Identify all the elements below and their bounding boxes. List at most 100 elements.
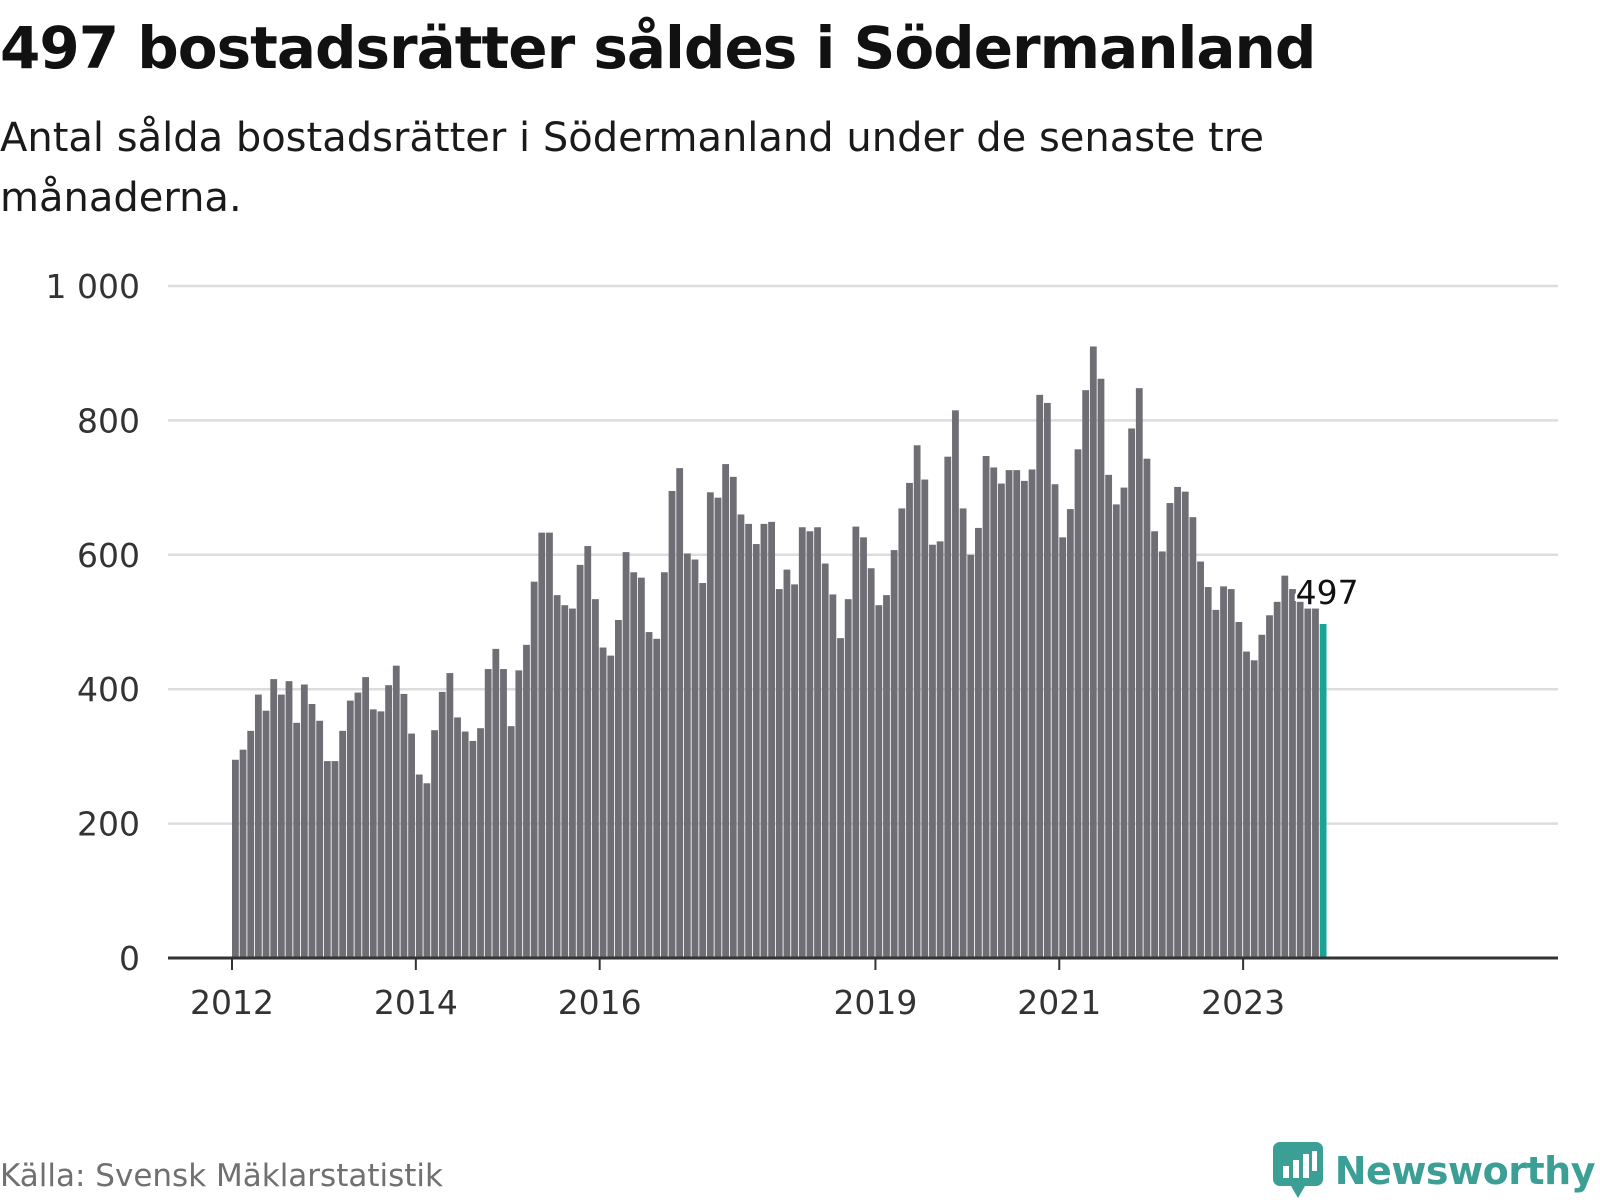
bar	[1273, 601, 1281, 958]
bar	[362, 677, 370, 958]
bar	[1304, 608, 1312, 958]
bar	[461, 731, 469, 958]
bar	[1289, 589, 1296, 958]
page-subtitle: Antal sålda bostadsrätter i Södermanland…	[0, 115, 1264, 221]
bar	[385, 685, 392, 958]
bar	[660, 572, 668, 958]
bar	[852, 526, 860, 958]
bar	[408, 733, 415, 958]
bar	[906, 482, 913, 958]
bar	[668, 490, 676, 958]
bar	[676, 468, 684, 958]
bar	[1235, 622, 1243, 958]
bar	[1220, 586, 1227, 958]
bar	[331, 761, 339, 958]
bar	[1013, 470, 1021, 958]
bar	[538, 532, 546, 958]
bar	[1089, 346, 1097, 959]
bar	[392, 665, 400, 958]
bar	[431, 730, 438, 958]
bar	[515, 670, 523, 958]
bar	[791, 584, 798, 958]
bar	[569, 608, 576, 958]
bar	[898, 508, 906, 958]
bar	[814, 527, 821, 958]
bar	[867, 568, 875, 958]
bar	[1227, 589, 1235, 958]
bar	[599, 647, 607, 958]
bar	[967, 554, 975, 958]
x-axis: 2012 2014 2016 2019 2021 2023	[168, 956, 1558, 1022]
bar	[821, 563, 829, 958]
y-tick-label: 400	[77, 670, 140, 709]
bar	[1082, 390, 1090, 958]
bar	[921, 479, 929, 958]
bar	[1036, 394, 1044, 958]
bar	[1312, 608, 1319, 958]
bar	[270, 679, 278, 958]
bar	[630, 572, 638, 958]
bar	[860, 537, 867, 958]
bar	[323, 761, 331, 958]
bar	[1120, 487, 1128, 958]
bar	[584, 546, 592, 958]
brand: Newsworthy	[1272, 1142, 1596, 1200]
bar	[438, 691, 446, 958]
bar	[998, 483, 1005, 958]
bar	[354, 692, 362, 958]
bar-labels: 497	[1293, 571, 1361, 615]
bar	[1181, 491, 1189, 958]
bar	[929, 544, 936, 958]
bar	[607, 655, 615, 958]
bar	[768, 521, 775, 958]
bar	[477, 728, 484, 958]
bar	[714, 497, 722, 958]
bar	[400, 693, 408, 958]
last-value-label: 497	[1296, 573, 1359, 612]
bar-highlight	[1319, 624, 1327, 958]
x-tick-label: 2016	[558, 983, 642, 1022]
bar	[729, 476, 737, 958]
y-tick-label: 800	[77, 401, 140, 440]
y-tick-label: 200	[77, 805, 140, 844]
bar	[484, 669, 492, 958]
x-tick-label: 2014	[374, 983, 458, 1022]
x-tick-label: 2012	[190, 983, 274, 1022]
bar	[952, 410, 959, 958]
bar	[737, 514, 745, 958]
bar	[806, 531, 814, 958]
bar	[247, 730, 255, 958]
bar	[1174, 486, 1181, 958]
bar	[1135, 388, 1143, 958]
bar	[959, 508, 967, 958]
bar	[1166, 503, 1174, 958]
bar	[1243, 651, 1250, 958]
y-tick-label: 600	[77, 536, 140, 575]
bar	[653, 638, 661, 958]
bar	[300, 684, 308, 958]
bar	[913, 445, 921, 958]
bar	[1020, 480, 1028, 958]
bar	[706, 492, 714, 958]
page-title: 497 bostadsrätter såldes i Södermanland	[0, 14, 1316, 82]
bar	[523, 644, 530, 958]
bar	[691, 559, 699, 958]
x-tick-label: 2023	[1201, 983, 1285, 1022]
bar	[637, 577, 645, 958]
bar	[308, 703, 316, 958]
bar	[622, 552, 630, 958]
y-axis-ticks: 0 200 400 600 800 1 000	[46, 267, 140, 978]
bar	[500, 669, 507, 958]
bar	[277, 694, 285, 958]
bar	[783, 569, 791, 958]
bar	[1281, 575, 1289, 958]
bar	[722, 464, 730, 958]
bar	[1105, 474, 1113, 958]
bar	[936, 541, 944, 958]
bar	[454, 717, 461, 958]
bar	[844, 599, 852, 958]
bar	[293, 722, 301, 958]
bar	[1051, 484, 1059, 958]
x-tick-label: 2021	[1017, 983, 1101, 1022]
